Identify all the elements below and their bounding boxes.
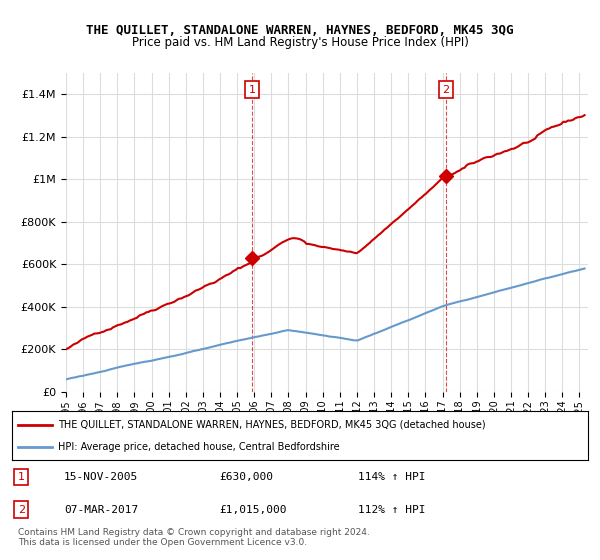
Text: 07-MAR-2017: 07-MAR-2017 [64, 505, 138, 515]
Text: £630,000: £630,000 [220, 472, 274, 482]
Text: THE QUILLET, STANDALONE WARREN, HAYNES, BEDFORD, MK45 3QG (detached house): THE QUILLET, STANDALONE WARREN, HAYNES, … [58, 420, 486, 430]
Text: THE QUILLET, STANDALONE WARREN, HAYNES, BEDFORD, MK45 3QG: THE QUILLET, STANDALONE WARREN, HAYNES, … [86, 24, 514, 37]
Text: Price paid vs. HM Land Registry's House Price Index (HPI): Price paid vs. HM Land Registry's House … [131, 36, 469, 49]
Text: 2: 2 [18, 505, 25, 515]
Text: £1,015,000: £1,015,000 [220, 505, 287, 515]
Text: 2: 2 [442, 85, 449, 95]
Text: Contains HM Land Registry data © Crown copyright and database right 2024.
This d: Contains HM Land Registry data © Crown c… [18, 528, 370, 548]
Text: 1: 1 [249, 85, 256, 95]
Text: 1: 1 [18, 472, 25, 482]
Text: 15-NOV-2005: 15-NOV-2005 [64, 472, 138, 482]
Text: 112% ↑ HPI: 112% ↑ HPI [358, 505, 425, 515]
Text: HPI: Average price, detached house, Central Bedfordshire: HPI: Average price, detached house, Cent… [58, 441, 340, 451]
Text: 114% ↑ HPI: 114% ↑ HPI [358, 472, 425, 482]
